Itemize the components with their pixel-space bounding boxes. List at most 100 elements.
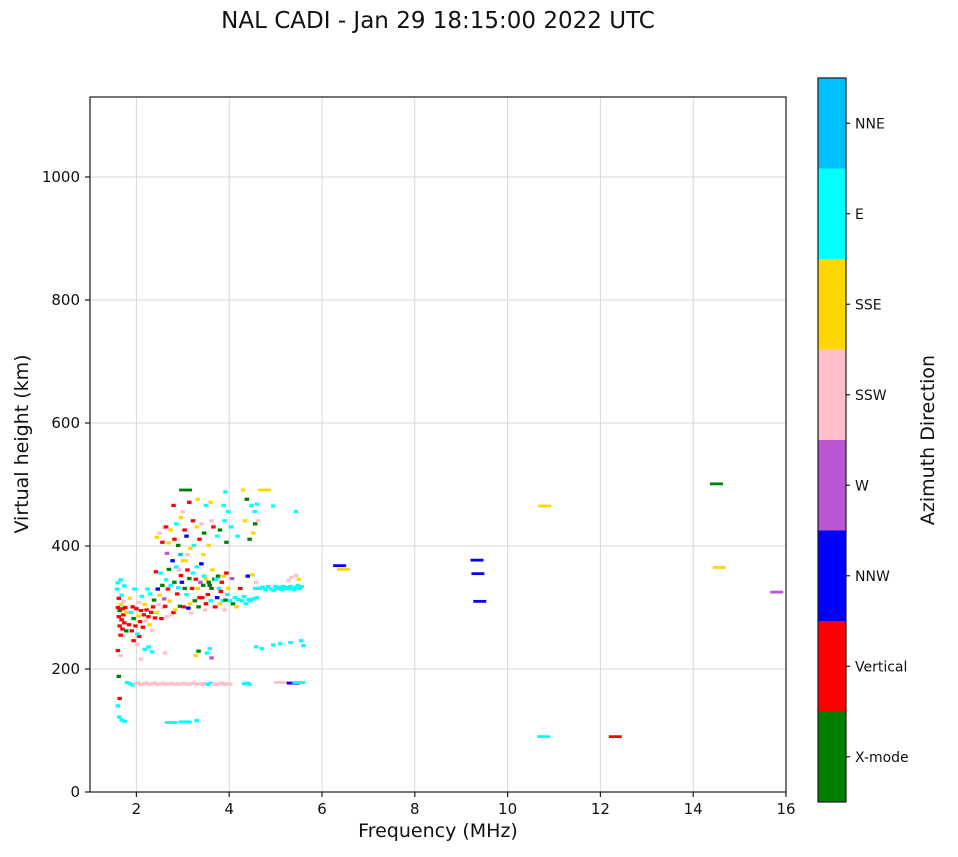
scatter-point	[229, 576, 235, 581]
y-tick-label: 600	[51, 414, 80, 432]
scatter-point	[159, 616, 164, 621]
scatter-point	[289, 575, 294, 579]
scatter-point	[114, 587, 120, 591]
scatter-point	[207, 583, 212, 587]
scatter-point	[148, 592, 153, 596]
scatter-point	[116, 596, 122, 600]
scatter-point	[195, 497, 200, 501]
scatter-point	[196, 649, 201, 653]
scatter-point	[198, 580, 203, 584]
scatter-point	[118, 578, 123, 582]
scatter-point	[122, 621, 127, 625]
scatter-point	[228, 525, 234, 529]
colorbar-tick-label: NNE	[855, 116, 885, 132]
scatter-point	[116, 715, 122, 719]
scatter-point	[117, 624, 122, 628]
scatter-point	[200, 583, 206, 587]
scatter-point	[226, 509, 231, 514]
scatter-point	[709, 482, 723, 486]
scatter-point	[119, 593, 124, 597]
scatter-point	[239, 599, 245, 603]
scatter-point	[137, 620, 143, 624]
scatter-point	[242, 519, 248, 523]
y-tick-label: 0	[70, 783, 80, 801]
scatter-point	[204, 651, 210, 655]
scatter-point	[147, 682, 152, 686]
scatter-point	[213, 682, 219, 686]
scatter-point	[608, 735, 622, 739]
scatter-point	[206, 580, 212, 584]
scatter-point	[123, 629, 129, 633]
scatter-point	[211, 682, 216, 686]
plot-border	[89, 96, 787, 793]
scatter-point	[227, 682, 233, 686]
scatter-point	[209, 519, 214, 523]
scatter-point	[219, 580, 225, 584]
scatter-point	[177, 682, 183, 686]
scatter-point	[238, 586, 243, 591]
scatter-point	[116, 615, 122, 619]
scatter-point	[146, 645, 151, 649]
scatter-point	[216, 682, 222, 686]
colorbar-segment	[818, 349, 846, 441]
scatter-point	[168, 528, 173, 532]
scatter-point	[296, 577, 302, 581]
x-tick-label: 8	[410, 800, 420, 818]
scatter-point	[203, 602, 209, 606]
scatter-point	[158, 682, 163, 686]
scatter-point	[191, 543, 197, 547]
scatter-point	[295, 583, 301, 587]
y-tick-label: 1000	[42, 168, 80, 186]
scatter-point	[268, 587, 274, 591]
scatter-point	[173, 608, 178, 612]
scatter-point	[163, 525, 169, 529]
scatter-point	[182, 528, 187, 532]
scatter-point	[152, 681, 158, 685]
scatter-point	[167, 599, 173, 603]
scatter-point	[188, 682, 194, 686]
scatter-point	[200, 596, 205, 600]
scatter-point	[271, 588, 276, 592]
scatter-point	[193, 653, 199, 658]
scatter-point	[336, 567, 350, 571]
x-tick-label: 2	[132, 800, 142, 818]
scatter-point	[161, 597, 167, 601]
scatter-point	[259, 647, 264, 651]
x-tick-label: 16	[776, 800, 795, 818]
colorbar-segment	[818, 530, 846, 622]
scatter-point	[215, 574, 221, 578]
scatter-point	[148, 610, 154, 615]
scatter-point	[202, 608, 208, 612]
scatter-point	[252, 586, 258, 591]
scatter-point	[253, 645, 259, 649]
scatter-point	[179, 488, 193, 492]
scatter-point	[188, 611, 194, 615]
scatter-point	[195, 586, 200, 591]
scatter-point	[251, 597, 256, 601]
scatter-point	[151, 598, 157, 602]
scatter-point	[217, 602, 223, 606]
scatter-point	[133, 624, 138, 628]
scatter-point	[168, 583, 173, 587]
scatter-point	[201, 531, 207, 535]
scatter-point	[265, 584, 271, 589]
scatter-point	[208, 599, 213, 603]
scatter-point	[211, 525, 216, 529]
scatter-point	[174, 682, 180, 686]
scatter-point	[177, 604, 183, 608]
colorbar-tick-label: SSE	[855, 297, 882, 313]
scatter-point	[149, 650, 155, 654]
scatter-point	[180, 559, 186, 563]
scatter-point	[197, 596, 202, 600]
scatter-point	[138, 682, 144, 686]
scatter-point	[155, 682, 160, 686]
scatter-point	[128, 610, 134, 615]
scatter-point	[236, 597, 241, 602]
scatter-point	[147, 623, 152, 627]
scatter-point	[213, 577, 219, 581]
scatter-point	[183, 682, 188, 686]
scatter-point	[203, 503, 209, 507]
scatter-point	[127, 682, 133, 686]
scatter-point	[165, 587, 171, 591]
scatter-point	[208, 500, 213, 504]
